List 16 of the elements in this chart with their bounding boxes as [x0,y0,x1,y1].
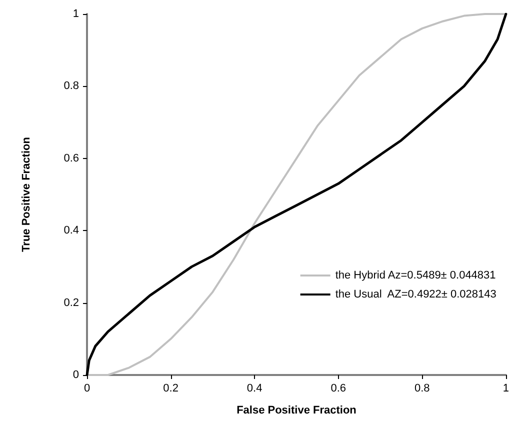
y-tick-label: 0.4 [64,224,79,237]
y-tick-label: 0.8 [64,80,79,92]
legend-label: the Usual AZ=0.4922± 0.028143 [335,288,496,300]
x-tick-label: 0.2 [163,382,178,394]
y-tick-label: 1 [72,8,79,20]
y-tick-label: 0.2 [64,296,79,309]
legend-label: the Hybrid Az=0.5489± 0.044831 [335,270,496,282]
y-axis-title: True Positive Fraction [20,136,32,252]
x-tick-label: 0.6 [330,382,346,394]
x-tick-label: 1 [502,382,510,394]
x-tick-label: 0.8 [414,382,430,394]
x-axis-title: False Positive Fraction [236,404,357,416]
x-tick-label: 0.4 [246,382,262,394]
y-tick-label: 0.6 [64,152,79,164]
y-tick-label: 0 [72,369,79,381]
x-tick-label: 0 [84,382,90,394]
